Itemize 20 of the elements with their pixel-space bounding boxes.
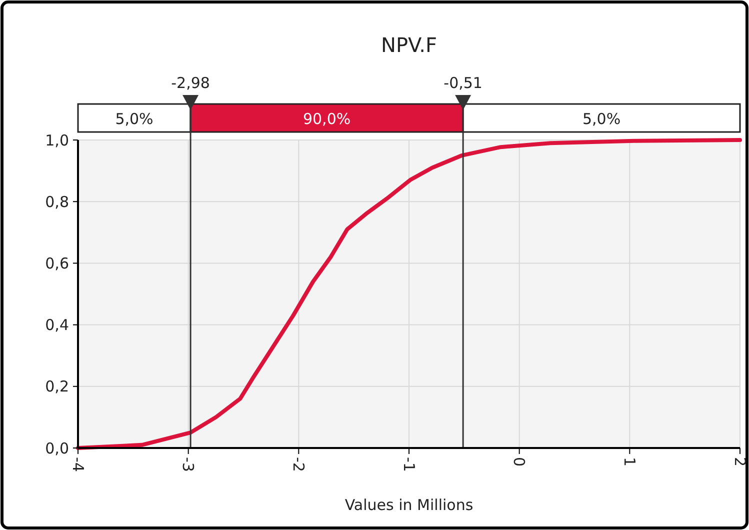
text: 5,0% bbox=[115, 110, 154, 128]
x-tick-label: -4 bbox=[68, 457, 87, 472]
x-tick-label: 2 bbox=[730, 457, 749, 467]
text: 5,0% bbox=[582, 110, 621, 128]
ref-line-label: -2,98 bbox=[171, 74, 210, 92]
x-tick-label: -3 bbox=[179, 457, 198, 472]
x-axis-title: Values in Millions bbox=[344, 496, 474, 514]
y-tick-label: 0,8 bbox=[45, 192, 69, 211]
x-tick-label: -2 bbox=[289, 457, 308, 472]
ref-line-label: -0,51 bbox=[444, 74, 482, 92]
y-tick-label: 0,0 bbox=[45, 439, 69, 458]
y-tick-label: 0,2 bbox=[45, 378, 69, 396]
x-tick-label: 0 bbox=[510, 457, 528, 467]
y-tick-label: 0,6 bbox=[45, 254, 69, 272]
text: 90,0% bbox=[302, 110, 351, 128]
chart-title: NPV.F bbox=[381, 33, 437, 57]
y-tick-label: 0,4 bbox=[45, 316, 69, 334]
x-tick-label: -1 bbox=[400, 457, 418, 472]
y-tick-label: 1,0 bbox=[45, 131, 69, 150]
x-tick-label: 1 bbox=[620, 457, 638, 467]
